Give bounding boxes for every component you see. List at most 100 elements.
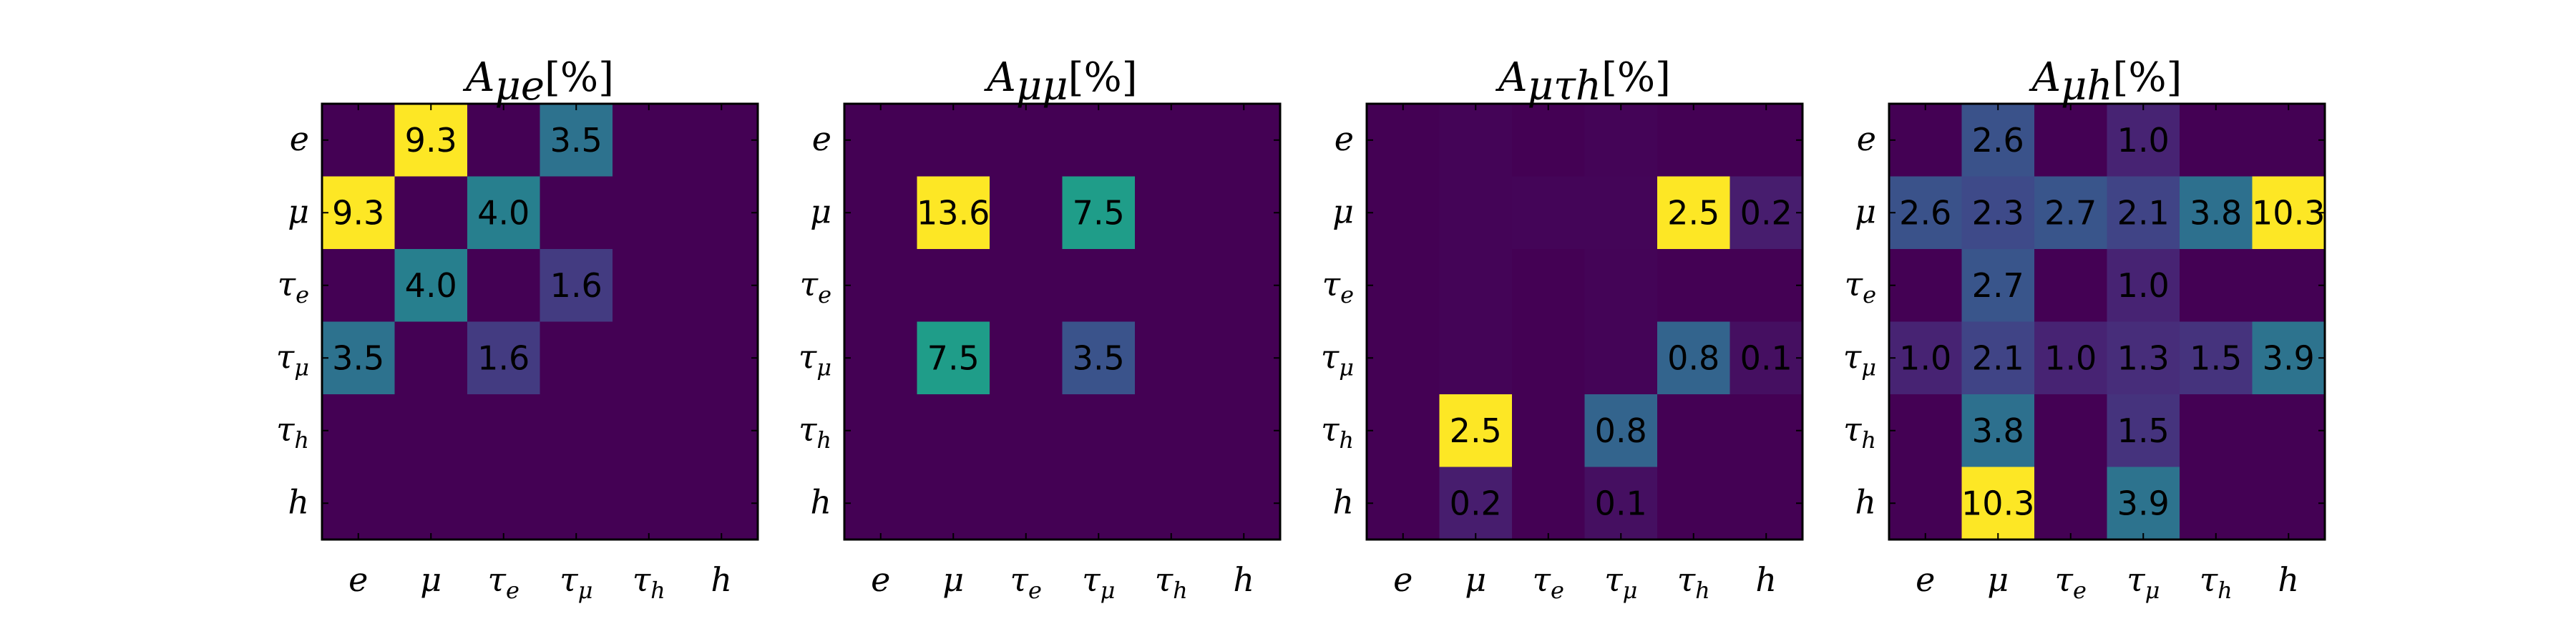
heatmap-panel-4: 2.6 1.0 2.6 2.3 2.7 2.1 3.8 10.3 2.7 1.0 1.0 2.1 1.0… xyxy=(1843,54,2326,604)
heatmap-cell xyxy=(2252,321,2326,395)
x-tick-label: μ xyxy=(942,560,964,599)
chart-title: Aμh[%] xyxy=(2029,54,2182,109)
heatmap-cell xyxy=(1135,249,1209,323)
heatmap-cell xyxy=(1729,321,1803,395)
cell-value-label: 1.0 xyxy=(1899,338,1951,377)
heatmap-cell xyxy=(1135,321,1209,395)
cell-value-label: 2.5 xyxy=(1450,411,1502,450)
heatmap-cell xyxy=(990,249,1063,323)
heatmap-cell xyxy=(2034,176,2108,250)
heatmap-cell xyxy=(2034,249,2108,323)
x-tick-label: e xyxy=(871,560,890,599)
cell-value-label: 0.8 xyxy=(1667,338,1719,377)
x-tick-label: e xyxy=(348,560,368,599)
heatmap-cell xyxy=(394,249,468,323)
heatmap-cell xyxy=(1584,394,1658,468)
y-tick-label: h xyxy=(1332,482,1354,521)
heatmap-cell xyxy=(1657,249,1731,323)
x-tick-label: h xyxy=(2278,560,2299,599)
heatmap-cell xyxy=(613,176,686,250)
cell-value-label: 2.3 xyxy=(1972,193,2024,232)
y-tick-label: τh xyxy=(1843,410,1876,454)
heatmap-cell xyxy=(1584,104,1658,177)
cell-value-label: 10.3 xyxy=(1961,484,2034,522)
x-tick-label: h xyxy=(1755,560,1777,599)
heatmap-cell xyxy=(1961,321,2035,395)
heatmap-cell xyxy=(1512,249,1586,323)
heatmap-cell xyxy=(2252,104,2326,177)
heatmap-cell xyxy=(844,249,918,323)
heatmap-cell xyxy=(1207,321,1281,395)
heatmap-cell xyxy=(1367,104,1440,177)
heatmap-cell xyxy=(1439,249,1513,323)
heatmap-cell xyxy=(613,249,686,323)
heatmap-cell xyxy=(322,394,396,468)
y-tick-label: τμ xyxy=(1843,337,1876,381)
cell-value-label: 2.7 xyxy=(2044,193,2097,232)
heatmap-cell xyxy=(1961,176,2035,250)
cell-value-label: 3.5 xyxy=(332,338,384,377)
cell-value-label: 2.7 xyxy=(1972,266,2024,305)
heatmap-cell xyxy=(1367,467,1440,540)
heatmap-cell xyxy=(1729,249,1803,323)
heatmap-cell xyxy=(1657,394,1731,468)
x-tick-label: τμ xyxy=(560,560,592,604)
x-tick-label: τe xyxy=(1533,560,1564,604)
heatmap-cell xyxy=(2034,467,2108,540)
cell-value-label: 3.9 xyxy=(2263,338,2315,377)
cell-value-label: 2.1 xyxy=(2117,193,2170,232)
heatmap-cell xyxy=(1584,321,1658,395)
heatmap-cell xyxy=(917,467,990,540)
cell-value-label: 0.1 xyxy=(1740,338,1792,377)
heatmap-cell xyxy=(1657,321,1731,395)
y-tick-label: h xyxy=(810,482,831,521)
heatmap-cell xyxy=(394,104,468,177)
heatmap-cell xyxy=(2107,249,2180,323)
heatmap-cell xyxy=(917,321,990,395)
heatmap-cell xyxy=(685,176,758,250)
y-tick-label: τe xyxy=(1845,265,1876,308)
cell-value-label: 10.3 xyxy=(2252,193,2325,232)
heatmap-cell xyxy=(1439,321,1513,395)
plot-frame xyxy=(321,102,759,541)
heatmap-cell xyxy=(1439,394,1513,468)
heatmap-cell xyxy=(1207,467,1281,540)
y-tick-label: τe xyxy=(278,265,309,308)
heatmap-cell xyxy=(1961,467,2035,540)
x-tick-label: μ xyxy=(1465,560,1486,599)
cell-value-label: 2.6 xyxy=(1972,121,2024,160)
heatmap-cell xyxy=(990,394,1063,468)
heatmap-cell xyxy=(613,104,686,177)
heatmap-cell xyxy=(1367,249,1440,323)
cell-value-label: 3.8 xyxy=(1972,411,2024,450)
heatmap-cell xyxy=(322,176,396,250)
heatmap-cell xyxy=(1439,176,1513,250)
cell-value-label: 9.3 xyxy=(332,193,384,232)
heatmap-cell xyxy=(1439,104,1513,177)
heatmap-cell xyxy=(1512,467,1586,540)
y-tick-label: h xyxy=(288,482,309,521)
heatmap-cell xyxy=(1207,394,1281,468)
cell-value-label: 1.3 xyxy=(2117,338,2170,377)
heatmap-cell xyxy=(2252,394,2326,468)
cell-value-label: 3.5 xyxy=(550,121,602,160)
x-tick-label: τμ xyxy=(1082,560,1115,604)
cell-value-label: 4.0 xyxy=(405,266,457,305)
y-tick-label: e xyxy=(290,119,309,158)
heatmap-cell xyxy=(1062,321,1136,395)
cell-value-label: 13.6 xyxy=(917,193,990,232)
y-tick-label: h xyxy=(1855,482,1876,521)
heatmap-cell xyxy=(540,467,613,540)
heatmap-cell xyxy=(467,321,541,395)
heatmap-cell xyxy=(467,176,541,250)
heatmap-cell xyxy=(540,394,613,468)
heatmap-cell xyxy=(1729,467,1803,540)
y-tick-label: e xyxy=(1857,119,1876,158)
cell-value-label: 3.9 xyxy=(2117,484,2170,522)
y-tick-label: e xyxy=(1335,119,1354,158)
chart-title: Aμτh[%] xyxy=(1495,54,1671,109)
x-tick-label: τh xyxy=(1155,560,1188,604)
cell-value-label: 1.6 xyxy=(477,338,530,377)
y-tick-label: μ xyxy=(288,192,309,230)
cell-value-label: 1.0 xyxy=(2117,266,2170,305)
